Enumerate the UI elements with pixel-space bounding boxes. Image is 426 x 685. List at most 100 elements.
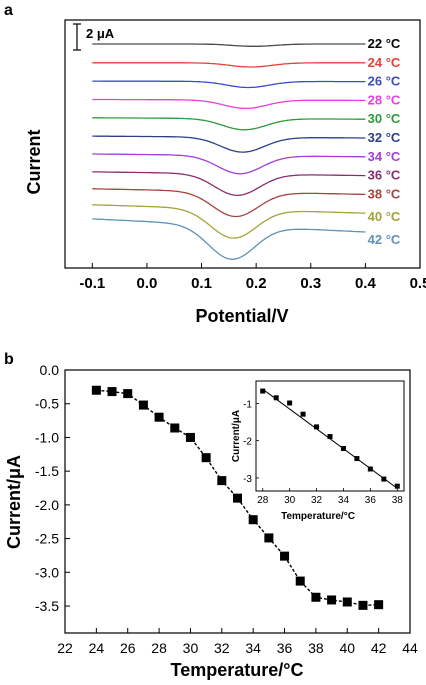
inset-x-tick-label: 36 <box>365 495 377 506</box>
panel-a-plot-frame <box>64 19 421 269</box>
main-data-point <box>342 597 352 607</box>
main-data-point <box>170 423 180 433</box>
panel-b-x-tick-label: 34 <box>245 640 261 656</box>
inset-data-point <box>327 434 333 440</box>
inset-y-tick-label: -3 <box>243 474 252 485</box>
panel-a-x-tick-label: 0.3 <box>300 275 321 292</box>
panel-b-inset: Current/μA Temperature/°C 28 30 32 34 36 38 -1… <box>231 380 405 522</box>
series-label: 22 °C <box>368 36 401 51</box>
inset-data-point <box>260 388 266 394</box>
main-data-point <box>123 389 133 399</box>
panel-b-y-tick-label: -2.5 <box>35 531 59 547</box>
main-data-point <box>248 515 258 525</box>
main-data-point <box>327 595 337 605</box>
panel-b-x-axis-label: Temperature/°C <box>171 660 304 680</box>
series-line-28c <box>92 98 366 110</box>
main-data-point <box>280 551 290 561</box>
inset-data-point <box>354 456 360 462</box>
panel-a-y-axis-label: Current <box>24 129 44 194</box>
panel-b-y-tick-label: -1.0 <box>35 429 59 445</box>
main-data-point <box>374 600 384 610</box>
inset-x-tick-label: 32 <box>311 495 323 506</box>
panel-a: a Current Potential/V 2 μA -0.1 0.0 0.1 0.2… <box>4 2 426 326</box>
panel-a-x-tick-label: 0.4 <box>355 275 377 292</box>
series-label: 40 °C <box>368 209 401 224</box>
series-line-38c <box>92 188 366 218</box>
series-label: 36 °C <box>368 168 401 183</box>
panel-a-x-tick-label: 0.1 <box>191 275 212 292</box>
inset-data-point <box>381 476 387 482</box>
series-line-30c <box>92 117 366 131</box>
inset-ticks: 28 30 32 34 36 38 -1 -2 -3 <box>243 399 403 506</box>
panel-b-ticks: 22 24 26 28 30 32 34 36 38 40 42 44 0.0 -0.5 -1.0 -1.5 -… <box>35 362 418 656</box>
series-label: 30 °C <box>368 111 401 126</box>
panel-b: b Current/μA Temperature/°C 22 24 26 28 30 32… <box>4 351 418 680</box>
main-data-point <box>217 476 227 486</box>
main-data-point <box>311 592 321 602</box>
panel-b-x-tick-label: 36 <box>277 640 293 656</box>
inset-x-tick-label: 34 <box>338 495 350 506</box>
inset-x-tick-label: 28 <box>257 495 269 506</box>
panel-b-x-tick-label: 28 <box>151 640 167 656</box>
inset-data-point <box>287 400 293 406</box>
panel-a-x-tick-label: 0.5 <box>410 275 426 292</box>
panel-a-x-tick-label: -0.1 <box>79 275 105 292</box>
series-label: 32 °C <box>368 130 401 145</box>
series-label: 26 °C <box>368 74 401 89</box>
panel-b-x-tick-label: 42 <box>371 640 387 656</box>
inset-y-tick-label: -1 <box>243 399 252 410</box>
series-line-22c <box>92 43 366 47</box>
panel-b-x-tick-label: 26 <box>120 640 136 656</box>
panel-a-scale-bar <box>73 23 81 51</box>
main-data-point <box>91 385 101 395</box>
series-line-34c <box>92 153 366 175</box>
panel-b-y-tick-label: -3.5 <box>35 598 59 614</box>
panel-a-x-tick-label: 0.2 <box>246 275 267 292</box>
series-line-40c <box>92 204 366 239</box>
series-line-32c <box>92 135 366 153</box>
inset-data-point <box>340 445 346 451</box>
panel-b-x-tick-label: 38 <box>308 640 324 656</box>
panel-a-x-tick-label: 0.0 <box>136 275 157 292</box>
main-data-point <box>201 453 211 463</box>
panel-b-x-tick-label: 44 <box>402 640 418 656</box>
main-data-point <box>358 600 368 610</box>
main-data-point <box>295 576 305 586</box>
series-label: 34 °C <box>368 149 401 164</box>
panel-b-x-tick-label: 22 <box>57 640 73 656</box>
panel-b-series <box>91 385 384 610</box>
inset-x-axis-label: Temperature/°C <box>281 511 355 522</box>
series-label: 28 °C <box>368 92 401 107</box>
inset-series <box>260 388 400 489</box>
panel-b-y-tick-label: -0.5 <box>35 396 59 412</box>
series-line-36c <box>92 171 366 197</box>
panel-b-x-tick-label: 24 <box>89 640 105 656</box>
series-label: 38 °C <box>368 186 401 201</box>
panel-b-y-axis-label: Current/μA <box>4 455 24 549</box>
inset-data-point <box>367 466 373 472</box>
main-data-point <box>185 432 195 442</box>
series-line-26c <box>92 80 366 89</box>
inset-data-point <box>273 395 279 401</box>
panel-b-label: b <box>4 351 14 368</box>
main-data-point <box>107 387 117 397</box>
inset-data-point <box>314 424 320 430</box>
main-data-point <box>233 493 242 503</box>
panel-b-x-tick-label: 32 <box>214 640 230 656</box>
panel-b-y-tick-label: -1.5 <box>35 463 59 479</box>
series-line-42c <box>92 218 366 260</box>
panel-a-series: 22 °C 24 °C 26 °C 28 °C 30 °C 32 °C 34 °C 36 °C… <box>92 36 401 260</box>
inset-x-tick-label: 30 <box>284 495 296 506</box>
main-data-point <box>264 533 274 543</box>
panel-a-label: a <box>4 2 13 19</box>
series-line-24c <box>92 62 366 68</box>
series-label: 42 °C <box>368 232 401 247</box>
panel-a-x-ticks: -0.1 0.0 0.1 0.2 0.3 0.4 0.5 <box>79 263 426 292</box>
inset-x-tick-label: 38 <box>392 495 404 506</box>
panel-b-x-tick-label: 30 <box>183 640 199 656</box>
main-data-point <box>138 400 148 410</box>
inset-y-tick-label: -2 <box>243 437 252 448</box>
panel-b-plot-frame <box>64 369 411 634</box>
panel-b-y-tick-label: -3.0 <box>35 564 59 580</box>
